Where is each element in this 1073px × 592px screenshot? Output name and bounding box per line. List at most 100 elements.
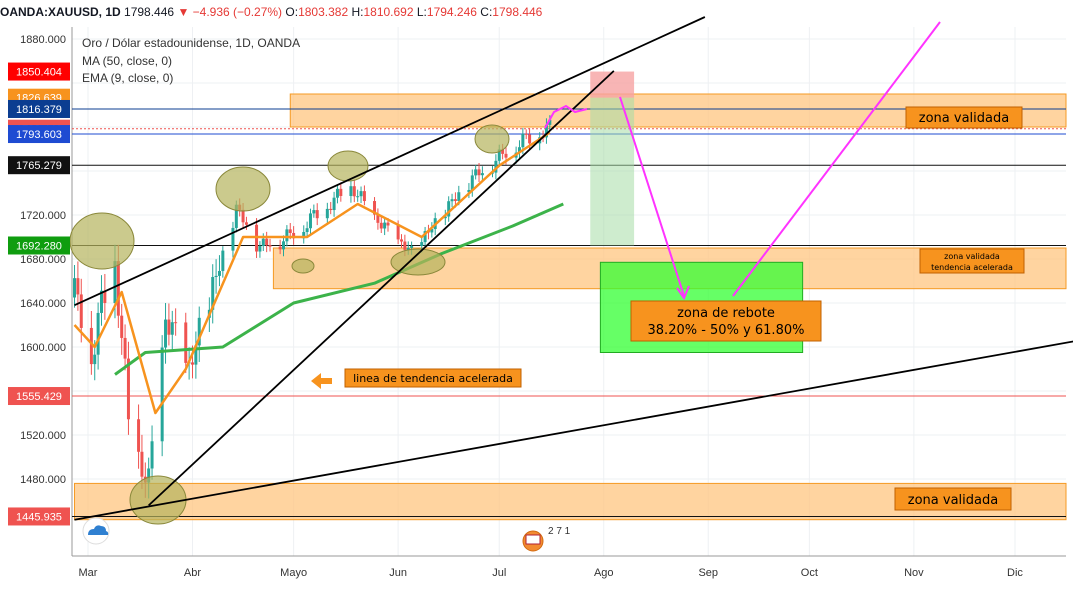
candle-body	[167, 319, 171, 335]
zona-validada-top-box	[905, 106, 1023, 129]
candle-body	[406, 247, 410, 250]
candle-body	[265, 238, 269, 246]
candle-body	[231, 227, 235, 251]
candle-body	[305, 228, 309, 233]
candle-body	[386, 222, 390, 226]
candle-body	[332, 197, 336, 211]
x-tick-label: Ago	[594, 567, 614, 579]
candle-body	[548, 119, 552, 125]
trendline	[148, 70, 615, 507]
candle-body	[120, 315, 124, 338]
trendlines-layer	[74, 16, 1073, 521]
candle-body	[103, 290, 107, 303]
rebote-label-2: 38.20% - 50% y 61.80%	[648, 323, 805, 338]
candle-body	[308, 213, 312, 229]
zona-validada-bottom-box	[894, 487, 1012, 511]
candle-body	[221, 250, 225, 271]
event-count: 2 7 1	[548, 526, 571, 537]
price-badge-label: 1555.429	[16, 391, 62, 403]
ema-9-line	[73, 131, 551, 415]
cloud-icon	[88, 525, 109, 535]
x-tick-label: Mayo	[280, 567, 307, 579]
candle-body	[234, 204, 238, 228]
indicators-layer	[73, 131, 564, 415]
last-price: 1798.446	[124, 5, 175, 19]
trendline	[74, 340, 1073, 521]
y-tick-label: 1480.000	[20, 474, 66, 486]
candle-body	[241, 209, 245, 223]
price-badges: 1850.4041826.6391816.3791798.4461793.603…	[8, 62, 70, 526]
price-badge	[8, 236, 70, 255]
rebote-label-box	[630, 300, 822, 342]
zona-validada-mid-label-2: tendencia acelerada	[931, 263, 1013, 272]
touch-ellipse	[129, 475, 187, 525]
candle-body	[170, 322, 174, 335]
stop-zone	[590, 71, 635, 98]
high-value: 1810.692	[363, 5, 414, 19]
x-tick-label: Abr	[184, 567, 201, 579]
candle-body	[470, 175, 474, 190]
candle-body	[217, 270, 221, 276]
price-badge-label: 1445.935	[16, 511, 62, 523]
legend-ma: MA (50, close, 0)	[82, 54, 172, 68]
touch-ellipse	[215, 166, 271, 212]
candle-body	[373, 201, 377, 215]
y-tick-label: 1880.000	[20, 34, 66, 46]
candle-body	[376, 214, 380, 223]
candle-body	[544, 124, 548, 138]
candle-body	[190, 362, 194, 365]
candle-body	[174, 322, 178, 324]
event-marker[interactable]: 2 7 1	[522, 526, 571, 552]
candle-body	[93, 354, 97, 365]
candle-body	[504, 153, 508, 158]
candle-body	[528, 134, 532, 144]
candle-body	[494, 160, 498, 173]
x-tick-label: Sep	[698, 567, 718, 579]
candle-body	[194, 345, 198, 365]
high-label: H:	[351, 5, 364, 19]
price-badge	[8, 156, 70, 175]
orange-arrow-icon	[311, 373, 332, 389]
candle-body	[140, 451, 144, 477]
candle-body	[497, 149, 501, 161]
close-value: 1798.446	[492, 5, 543, 19]
trendline	[74, 16, 706, 307]
low-value: 1794.246	[426, 5, 477, 19]
candle-body	[258, 246, 262, 252]
ellipses-layer	[69, 124, 510, 525]
candle-body	[126, 358, 130, 420]
touch-ellipse	[291, 258, 315, 274]
symbol-label: OANDA:XAUUSD, 1D	[0, 5, 121, 19]
price-badge	[8, 125, 70, 144]
candle-body	[292, 232, 296, 239]
y-axis: 1480.000 1520.000 1600.000 1640.000 1680.000…	[20, 34, 66, 486]
y-tick-label: 1520.000	[20, 430, 66, 442]
candle-body	[288, 229, 292, 233]
x-tick-label: Nov	[904, 567, 924, 579]
candle-body	[396, 225, 400, 240]
y-tick-label: 1640.000	[20, 298, 66, 310]
touch-ellipse	[69, 212, 135, 270]
x-axis: Mar Abr Mayo Jun Jul Ago Sep Oct Nov Dic	[79, 567, 1024, 579]
legend-ema: EMA (9, close, 0)	[82, 71, 173, 85]
candle-body	[517, 147, 521, 153]
candle-body	[211, 277, 215, 310]
price-badge-label: 1793.603	[16, 129, 62, 141]
zona-validada-mid-label-1: zona validada	[944, 252, 1000, 261]
candle-body	[450, 199, 454, 202]
x-tick-label: Jul	[492, 567, 506, 579]
x-tick-label: Dic	[1007, 567, 1023, 579]
usa-flag-icon	[525, 534, 541, 545]
zona-validada-top-label: zona validada	[919, 111, 1009, 126]
pink-up-arrow	[732, 21, 941, 297]
candle-body	[349, 186, 353, 196]
pink-down-arrow	[619, 96, 685, 297]
low-label: L:	[416, 5, 427, 19]
close-label: C:	[480, 5, 493, 19]
candle-body	[447, 201, 451, 217]
candle-body	[457, 192, 461, 201]
candle-body	[423, 231, 427, 243]
candle-body	[76, 278, 80, 295]
candle-body	[399, 239, 403, 242]
